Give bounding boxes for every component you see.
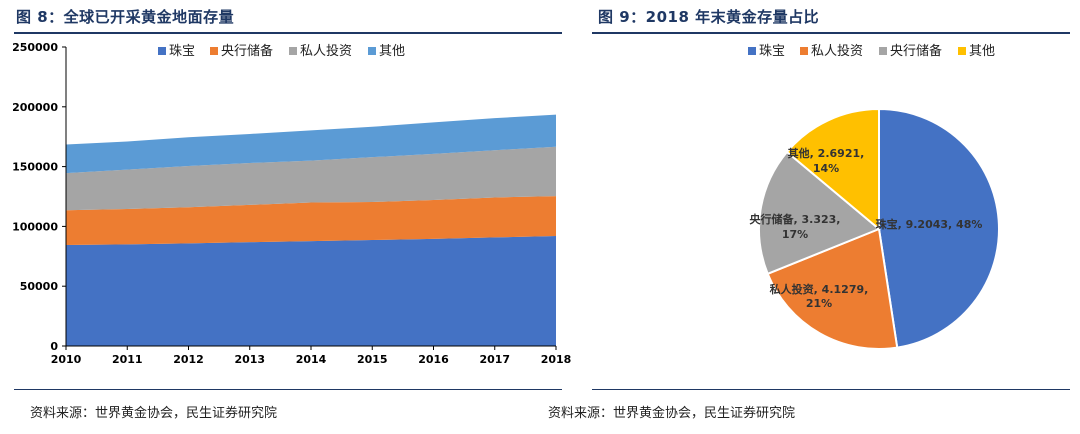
legend-swatch-0 <box>158 47 166 55</box>
y-tick-label: 200000 <box>12 101 58 114</box>
legend-label-2: 私人投资 <box>300 43 352 59</box>
pie-slice-0 <box>878 107 1001 349</box>
pie-legend-swatch-3 <box>958 47 966 55</box>
pie-slice-1 <box>766 227 899 350</box>
pie-legend-label-3: 其他 <box>969 44 995 59</box>
pie-label-central-1: 央行储备, 3.323, <box>750 212 841 226</box>
legend-label-3: 其他 <box>379 44 405 59</box>
x-tick-label: 2011 <box>112 353 143 366</box>
pie-slice-3 <box>785 107 880 232</box>
legend-swatch-3 <box>368 47 376 55</box>
y-tick-label: 250000 <box>12 41 58 54</box>
pie-slice-2 <box>758 150 881 276</box>
x-tick-label: 2017 <box>479 353 510 366</box>
left-title-rule <box>14 32 562 34</box>
area-chart: 0 50000 100000 150000 200000 250000 2010 2011 20… <box>12 41 572 366</box>
pie-label-jewelry: 珠宝, 9.2043, 48% <box>876 217 983 231</box>
pie-legend-swatch-0 <box>748 47 756 55</box>
left-chart-title: 图 8：全球已开采黄金地面存量 <box>16 8 235 26</box>
x-tick-label: 2012 <box>173 353 204 366</box>
pie-legend-label-2: 央行储备 <box>890 43 942 59</box>
pie-legend-label-0: 珠宝 <box>759 44 785 59</box>
area-series-0 <box>66 235 556 346</box>
x-tick-label: 2010 <box>51 353 82 366</box>
left-bottom-rule <box>14 389 562 390</box>
pie-label-private-2: 21% <box>806 297 832 310</box>
area-series-3 <box>66 114 556 174</box>
pie-legend-swatch-2 <box>879 47 887 55</box>
pie-chart: 珠宝, 9.2043, 48% 私人投资, 4.1279,21% 央行储备, 3.3… <box>748 43 1001 350</box>
pie-legend-label-1: 私人投资 <box>811 43 863 59</box>
pie-label-central-2: 17% <box>782 228 808 241</box>
right-title-rule <box>592 32 1070 34</box>
pie-label-private-1: 私人投资, 4.1279, <box>770 282 869 296</box>
legend-swatch-2 <box>289 47 297 55</box>
pie-label-other-1: 其他, 2.6921, <box>788 146 865 160</box>
y-tick-label: 50000 <box>20 280 59 293</box>
x-tick-label: 2013 <box>234 353 265 366</box>
right-chart-title: 图 9：2018 年末黄金存量占比 <box>598 8 820 26</box>
legend-swatch-1 <box>210 47 218 55</box>
left-source: 资料来源：世界黄金协会，民生证券研究院 <box>30 406 278 421</box>
y-tick-label: 100000 <box>12 220 58 233</box>
pie-label-other-2: 14% <box>813 162 839 175</box>
right-bottom-rule <box>592 389 1070 390</box>
right-source: 资料来源：世界黄金协会，民生证券研究院 <box>548 406 796 421</box>
x-tick-label: 2014 <box>296 353 327 366</box>
y-tick-label: 0 <box>50 340 58 353</box>
area-series-1 <box>66 196 556 245</box>
legend-label-1: 央行储备 <box>221 43 273 59</box>
x-tick-label: 2016 <box>418 353 449 366</box>
x-tick-label: 2018 <box>541 353 572 366</box>
legend-label-0: 珠宝 <box>169 44 195 59</box>
pie-legend-swatch-1 <box>800 47 808 55</box>
area-series-2 <box>66 146 556 211</box>
y-tick-label: 150000 <box>12 161 58 174</box>
x-tick-label: 2015 <box>357 353 388 366</box>
